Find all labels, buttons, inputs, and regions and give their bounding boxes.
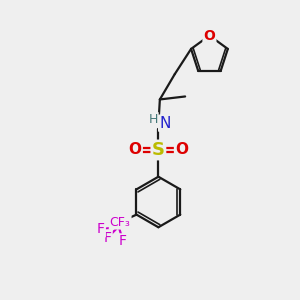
Text: F: F xyxy=(97,223,105,236)
Text: S: S xyxy=(152,141,165,159)
Text: CF₃: CF₃ xyxy=(110,216,130,229)
Text: F: F xyxy=(119,234,127,248)
Text: F: F xyxy=(104,230,112,244)
Text: N: N xyxy=(159,116,171,131)
Text: O: O xyxy=(203,28,215,43)
Text: H: H xyxy=(148,113,158,126)
Text: O: O xyxy=(175,142,188,158)
Text: O: O xyxy=(129,142,142,158)
